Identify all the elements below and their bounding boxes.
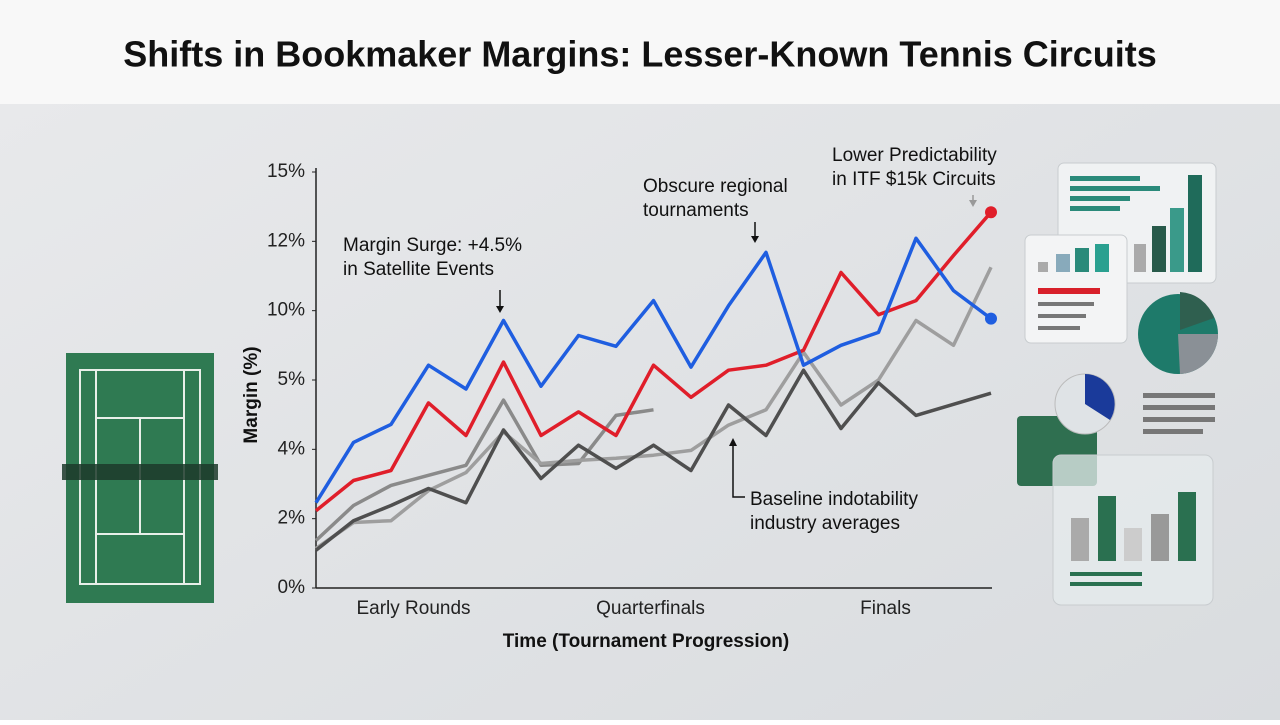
annotation-text: industry averages	[750, 513, 900, 534]
chart-title: Shifts in Bookmaker Margins: Lesser-Know…	[123, 34, 1157, 75]
end-marker	[985, 312, 997, 325]
line-series	[314, 211, 993, 513]
x-tick-label: Quarterfinals	[596, 598, 705, 619]
y-tick-label: 10%	[267, 300, 305, 321]
annotation-text: tournaments	[643, 200, 749, 221]
annotation-text: in ITF $15k Circuits	[832, 169, 996, 190]
annotation-arrow	[732, 445, 745, 498]
arrow-head	[496, 306, 504, 313]
y-tick-label: 12%	[267, 230, 305, 251]
arrow-head	[969, 200, 977, 207]
y-tick-label: 2%	[278, 508, 306, 529]
y-axis-label: Margin (%)	[241, 346, 262, 443]
line-series	[314, 368, 992, 552]
arrow-head	[751, 236, 759, 243]
annotation-text: in Satellite Events	[343, 259, 494, 280]
dashboard-decoration	[1017, 162, 1218, 606]
y-tick-label: 15%	[267, 161, 305, 182]
x-axis-label: Time (Tournament Progression)	[503, 631, 789, 652]
header	[0, 0, 1280, 104]
annotation-text: Obscure regional	[643, 176, 788, 197]
y-tick-label: 0%	[278, 577, 306, 598]
annotation-text: Baseline indotability	[750, 489, 918, 510]
end-marker	[985, 206, 997, 219]
y-tick-label: 5%	[278, 369, 306, 390]
annotation-text: Lower Predictability	[832, 145, 997, 166]
x-tick-label: Early Rounds	[356, 598, 470, 619]
court-decoration	[62, 353, 218, 603]
line-series	[315, 266, 993, 550]
y-tick-label: 4%	[278, 438, 306, 459]
arrow-head	[729, 438, 737, 446]
line-series	[314, 398, 654, 542]
line-series	[314, 236, 993, 504]
annotation-text: Margin Surge: +4.5%	[343, 235, 522, 256]
x-tick-label: Finals	[860, 598, 911, 619]
